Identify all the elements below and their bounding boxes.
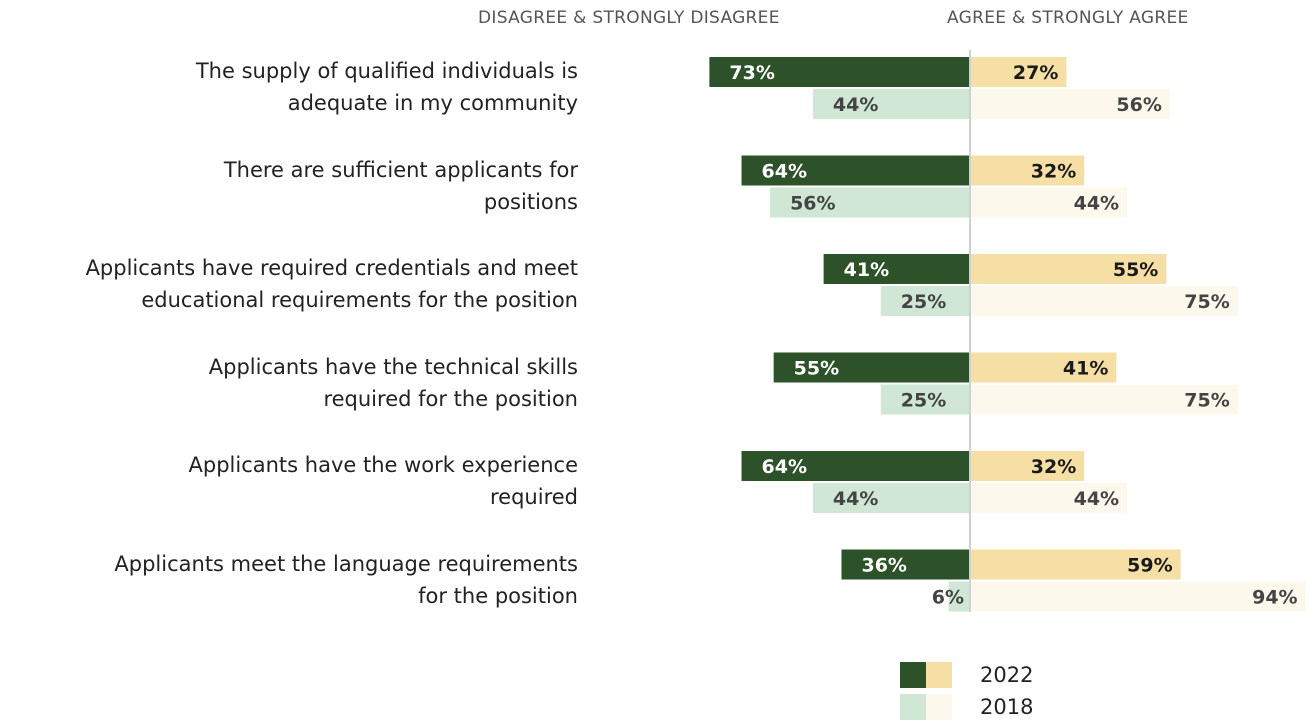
data-label-disagree: 64% bbox=[762, 161, 807, 183]
bar-agree-2022 bbox=[970, 549, 1181, 580]
bar-agree-2022 bbox=[970, 57, 1067, 87]
bar-disagree-2018 bbox=[880, 286, 970, 316]
data-label-disagree: 41% bbox=[844, 259, 889, 281]
category-label: Applicants have the technical skills bbox=[208, 354, 578, 379]
bar-agree-2022 bbox=[970, 254, 1167, 284]
bar-disagree-2018 bbox=[770, 187, 970, 218]
category-label: positions bbox=[483, 189, 578, 214]
data-label-agree: 59% bbox=[1127, 555, 1172, 577]
bar-agree-2018 bbox=[970, 89, 1170, 119]
bar-agree-2018 bbox=[970, 581, 1306, 612]
category-label: The supply of qualified individuals is bbox=[195, 59, 578, 83]
legend-swatch-2022-agree bbox=[926, 662, 952, 688]
bar-disagree-2018 bbox=[880, 384, 970, 415]
bar-disagree-2022 bbox=[741, 155, 970, 186]
bar-agree-2022 bbox=[970, 451, 1085, 481]
bar-agree-2022 bbox=[970, 352, 1117, 383]
data-label-agree: 56% bbox=[1116, 94, 1161, 116]
data-label-agree: 44% bbox=[1074, 488, 1119, 510]
bar-disagree-2022 bbox=[709, 57, 970, 87]
data-label-agree: 55% bbox=[1113, 259, 1158, 281]
category-label: Applicants have the work experience bbox=[188, 453, 579, 477]
data-label-disagree: 6% bbox=[932, 587, 964, 609]
bar-disagree-2022 bbox=[841, 549, 970, 580]
data-label-agree: 94% bbox=[1252, 587, 1297, 609]
data-label-agree: 75% bbox=[1184, 390, 1229, 412]
data-label-disagree: 44% bbox=[833, 488, 878, 510]
data-label-agree: 44% bbox=[1074, 193, 1119, 215]
category-label: Applicants have required credentials and… bbox=[85, 256, 578, 280]
data-label-disagree: 56% bbox=[790, 193, 835, 215]
header-agree: AGREE & STRONGLY AGREE bbox=[947, 8, 1189, 28]
data-label-agree: 75% bbox=[1184, 291, 1229, 313]
bar-agree-2018 bbox=[970, 384, 1238, 415]
legend-swatch-2022-disagree bbox=[900, 662, 926, 688]
data-label-disagree: 44% bbox=[833, 94, 878, 116]
data-label-disagree: 36% bbox=[861, 555, 906, 577]
bar-agree-2022 bbox=[970, 155, 1085, 186]
bar-disagree-2022 bbox=[773, 352, 970, 383]
data-label-agree: 32% bbox=[1031, 456, 1076, 478]
category-label: educational requirements for the positio… bbox=[141, 288, 578, 312]
data-label-agree: 41% bbox=[1063, 358, 1108, 380]
category-label: required bbox=[490, 485, 578, 509]
data-label-disagree: 64% bbox=[762, 456, 807, 478]
category-label: Applicants meet the language requirement… bbox=[114, 551, 578, 576]
category-label: for the position bbox=[418, 583, 578, 608]
legend-swatch-2018-agree bbox=[926, 694, 952, 720]
bar-agree-2018 bbox=[970, 187, 1128, 218]
category-label: There are sufficient applicants for bbox=[223, 157, 578, 182]
legend-label-2018: 2018 bbox=[980, 695, 1034, 719]
bar-disagree-2022 bbox=[741, 451, 970, 481]
bar-disagree-2018 bbox=[812, 483, 970, 513]
data-label-agree: 32% bbox=[1031, 161, 1076, 183]
data-label-disagree: 25% bbox=[901, 291, 946, 313]
category-label: adequate in my community bbox=[287, 91, 578, 115]
data-label-agree: 27% bbox=[1013, 62, 1058, 84]
data-label-disagree: 73% bbox=[729, 62, 774, 84]
data-label-disagree: 55% bbox=[794, 358, 839, 380]
bar-disagree-2018 bbox=[948, 581, 970, 612]
category-label: required for the position bbox=[323, 386, 578, 411]
bar-agree-2018 bbox=[970, 483, 1128, 513]
bar-disagree-2022 bbox=[823, 254, 970, 284]
legend-label-2022: 2022 bbox=[980, 663, 1034, 687]
data-label-disagree: 25% bbox=[901, 390, 946, 412]
bar-agree-2018 bbox=[970, 286, 1238, 316]
header-disagree: DISAGREE & STRONGLY DISAGREE bbox=[478, 8, 780, 28]
legend-swatch-2018-disagree bbox=[900, 694, 926, 720]
bar-disagree-2018 bbox=[812, 89, 970, 119]
